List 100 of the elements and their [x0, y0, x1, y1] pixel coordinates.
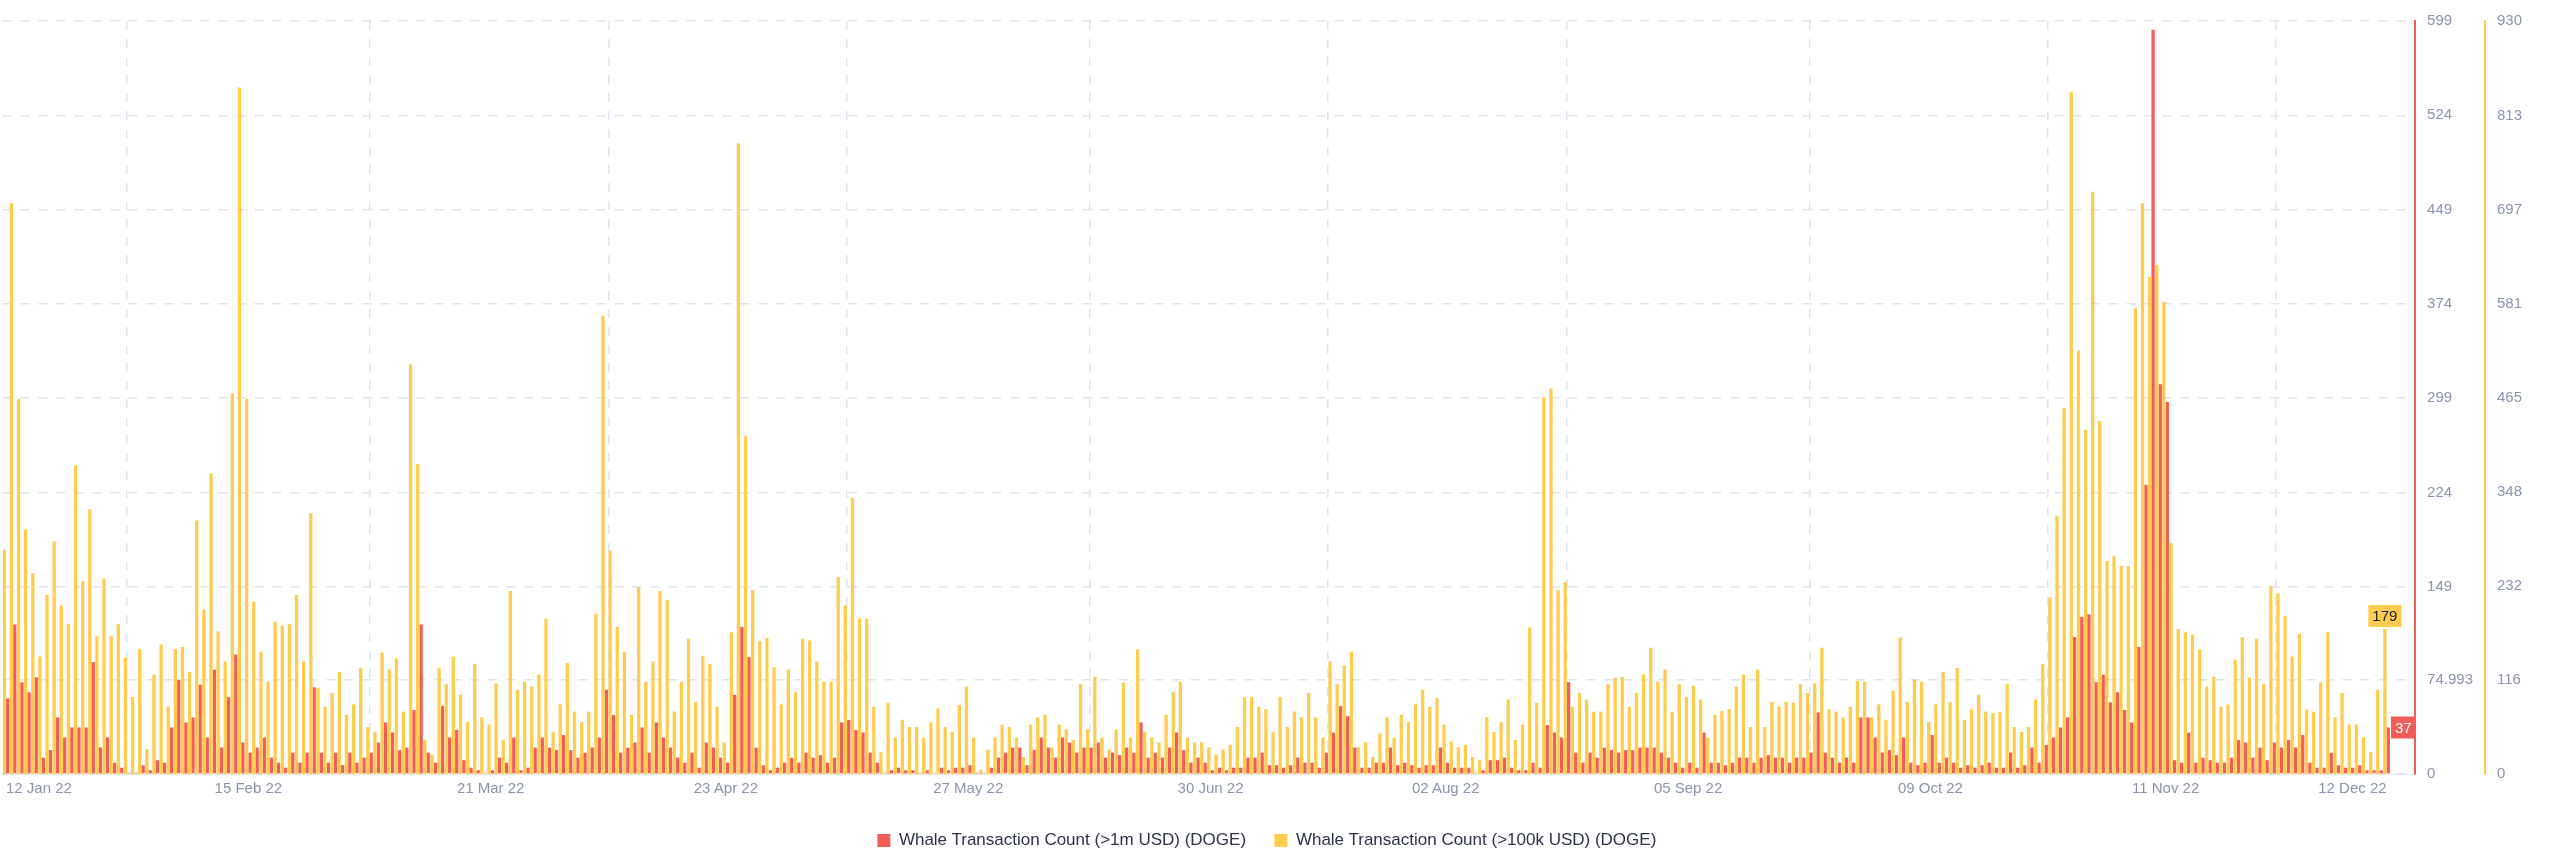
bar: [2069, 92, 2073, 774]
bar: [1634, 693, 1639, 774]
bar: [102, 578, 106, 774]
bar: [2190, 634, 2195, 774]
bar: [105, 737, 110, 774]
bar: [1809, 752, 1813, 774]
bar: [2236, 740, 2241, 774]
bar: [494, 683, 498, 774]
bar: [1524, 770, 1528, 774]
bar: [1798, 684, 1803, 774]
bar: [1285, 727, 1289, 774]
bar: [2183, 632, 2187, 774]
bar: [1164, 714, 1168, 774]
bar: [679, 681, 684, 774]
bar: [1998, 711, 2002, 774]
x-tick-label: 30 Jun 22: [1177, 779, 1244, 797]
bar: [109, 636, 113, 774]
x-tick-label: 12 Jan 22: [6, 779, 72, 797]
bar: [2172, 760, 2177, 774]
bar: [244, 399, 249, 774]
bar: [1000, 724, 1004, 774]
bar: [1791, 702, 1795, 774]
bar: [84, 727, 88, 774]
bar: [195, 520, 199, 774]
bar: [922, 737, 926, 774]
x-tick-label: 11 Nov 22: [2132, 779, 2200, 797]
y-tick-label: 299: [2427, 388, 2453, 406]
bar: [2333, 717, 2337, 774]
bar: [351, 704, 356, 774]
bar: [865, 618, 869, 774]
bar: [2372, 770, 2376, 774]
bar: [1695, 767, 1699, 774]
bar: [1214, 754, 1218, 774]
bar: [155, 760, 160, 774]
bar: [1891, 690, 1895, 774]
bar: [2, 549, 6, 774]
bar: [843, 605, 847, 774]
bar: [2065, 717, 2070, 774]
bar: [836, 577, 840, 774]
bar: [280, 625, 284, 774]
bar: [81, 581, 85, 774]
bar: [1410, 765, 1414, 774]
bar: [59, 605, 63, 774]
y-tick-label: 224: [2427, 482, 2453, 500]
bar: [387, 669, 391, 774]
bar: [1224, 770, 1229, 774]
bar: [159, 644, 163, 774]
data-label: 37: [2394, 718, 2412, 736]
bar: [1210, 770, 1214, 774]
bar: [811, 757, 815, 774]
bar: [1748, 727, 1753, 774]
bar: [302, 661, 306, 774]
bar: [1121, 682, 1125, 774]
y2-tick-label: 116: [2496, 670, 2521, 688]
bar: [1894, 755, 1899, 774]
bar: [2361, 737, 2366, 774]
bar: [1741, 674, 1746, 774]
bar: [1552, 732, 1557, 774]
bar: [9, 203, 14, 774]
bar: [1249, 697, 1254, 774]
bar: [294, 595, 299, 774]
y2-tick-label: 0: [2496, 764, 2506, 782]
bar: [515, 689, 520, 774]
bar: [2098, 420, 2102, 774]
bar: [715, 706, 719, 774]
bar: [2311, 711, 2316, 774]
bar: [829, 681, 833, 774]
bar: [123, 657, 128, 774]
bar: [1884, 719, 1888, 774]
bar: [708, 663, 712, 774]
x-tick-label: 09 Oct 22: [1897, 779, 1963, 797]
bar: [366, 727, 370, 774]
y2-tick-label: 465: [2496, 387, 2522, 405]
bar: [2326, 632, 2330, 774]
bar: [1431, 765, 1435, 774]
bar: [1535, 702, 1539, 774]
bar: [1734, 686, 1738, 774]
bar: [2258, 747, 2262, 774]
bar: [2251, 757, 2255, 774]
bar: [2297, 633, 2301, 774]
bar: [490, 770, 495, 774]
bar: [943, 727, 947, 774]
bar: [861, 732, 865, 774]
bar: [73, 465, 78, 774]
bar: [1207, 747, 1211, 774]
bar: [1966, 765, 1970, 774]
bar: [1727, 709, 1731, 774]
bar: [686, 638, 691, 774]
bar: [1235, 727, 1239, 774]
bar: [1841, 717, 1845, 774]
bar: [2269, 586, 2273, 774]
bar: [1485, 717, 1489, 774]
bar: [804, 752, 808, 774]
bar: [1278, 697, 1282, 774]
bar: [70, 727, 74, 774]
bar: [950, 731, 954, 774]
bar: [1499, 722, 1503, 774]
bar: [48, 750, 53, 774]
bar: [2126, 565, 2130, 774]
bar: [330, 693, 334, 774]
